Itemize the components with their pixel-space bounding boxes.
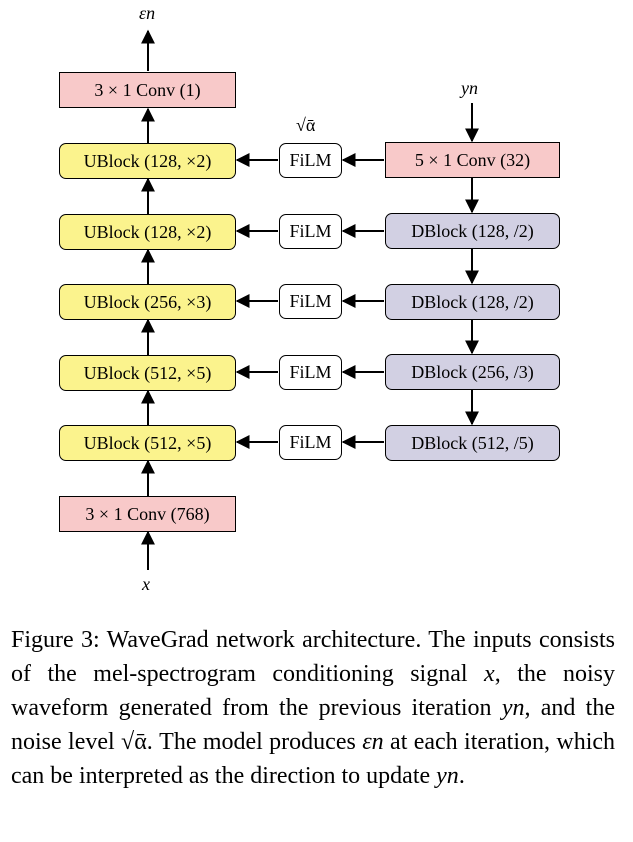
x-label: x [142,574,150,594]
bottom-conv-block: 3 × 1 Conv (768) [59,496,236,532]
figure-caption: Figure 3: WaveGrad network architecture.… [11,623,615,793]
caption-part1: WaveGrad network architecture. The input… [11,627,615,687]
dblock-2: DBlock (128, /2) [385,284,560,320]
output-label: εn [139,3,156,23]
caption-eps: εn [362,729,384,755]
ublock-3: UBlock (256, ×3) [59,284,236,320]
top-conv-block: 3 × 1 Conv (1) [59,72,236,108]
caption-part3: , and the noise level [11,695,615,755]
dblock-3: DBlock (256, /3) [385,354,560,390]
right-conv-block: 5 × 1 Conv (32) [385,142,560,178]
ublock-2: UBlock (128, ×2) [59,214,236,250]
film-block-1: FiLM [279,143,342,178]
caption-x: x [484,661,495,687]
ublock-5: UBlock (512, ×5) [59,425,236,461]
caption-part6: . [458,763,465,789]
caption-part2: , the noisy waveform generated from the … [11,661,616,721]
film-block-5: FiLM [279,425,342,460]
ublock-4: UBlock (512, ×5) [59,355,236,391]
yn-label: yn [461,78,478,98]
caption-part5: at each iteration, which can be interpre… [11,729,616,789]
caption-figure-label: Figure 3: [11,627,100,653]
alpha-label: √ᾱ [296,115,316,135]
caption-yn2: yn [436,763,459,789]
caption-yn: yn [501,695,525,721]
dblock-1: DBlock (128, /2) [385,213,560,249]
ublock-1: UBlock (128, ×2) [59,143,236,179]
arrows-layer [141,29,479,570]
film-block-4: FiLM [279,355,342,390]
film-block-3: FiLM [279,284,342,319]
dblock-4: DBlock (512, /5) [385,425,560,461]
caption-alpha: √ᾱ [121,729,147,755]
film-block-2: FiLM [279,214,342,249]
caption-part4: . The model produces [146,729,356,755]
